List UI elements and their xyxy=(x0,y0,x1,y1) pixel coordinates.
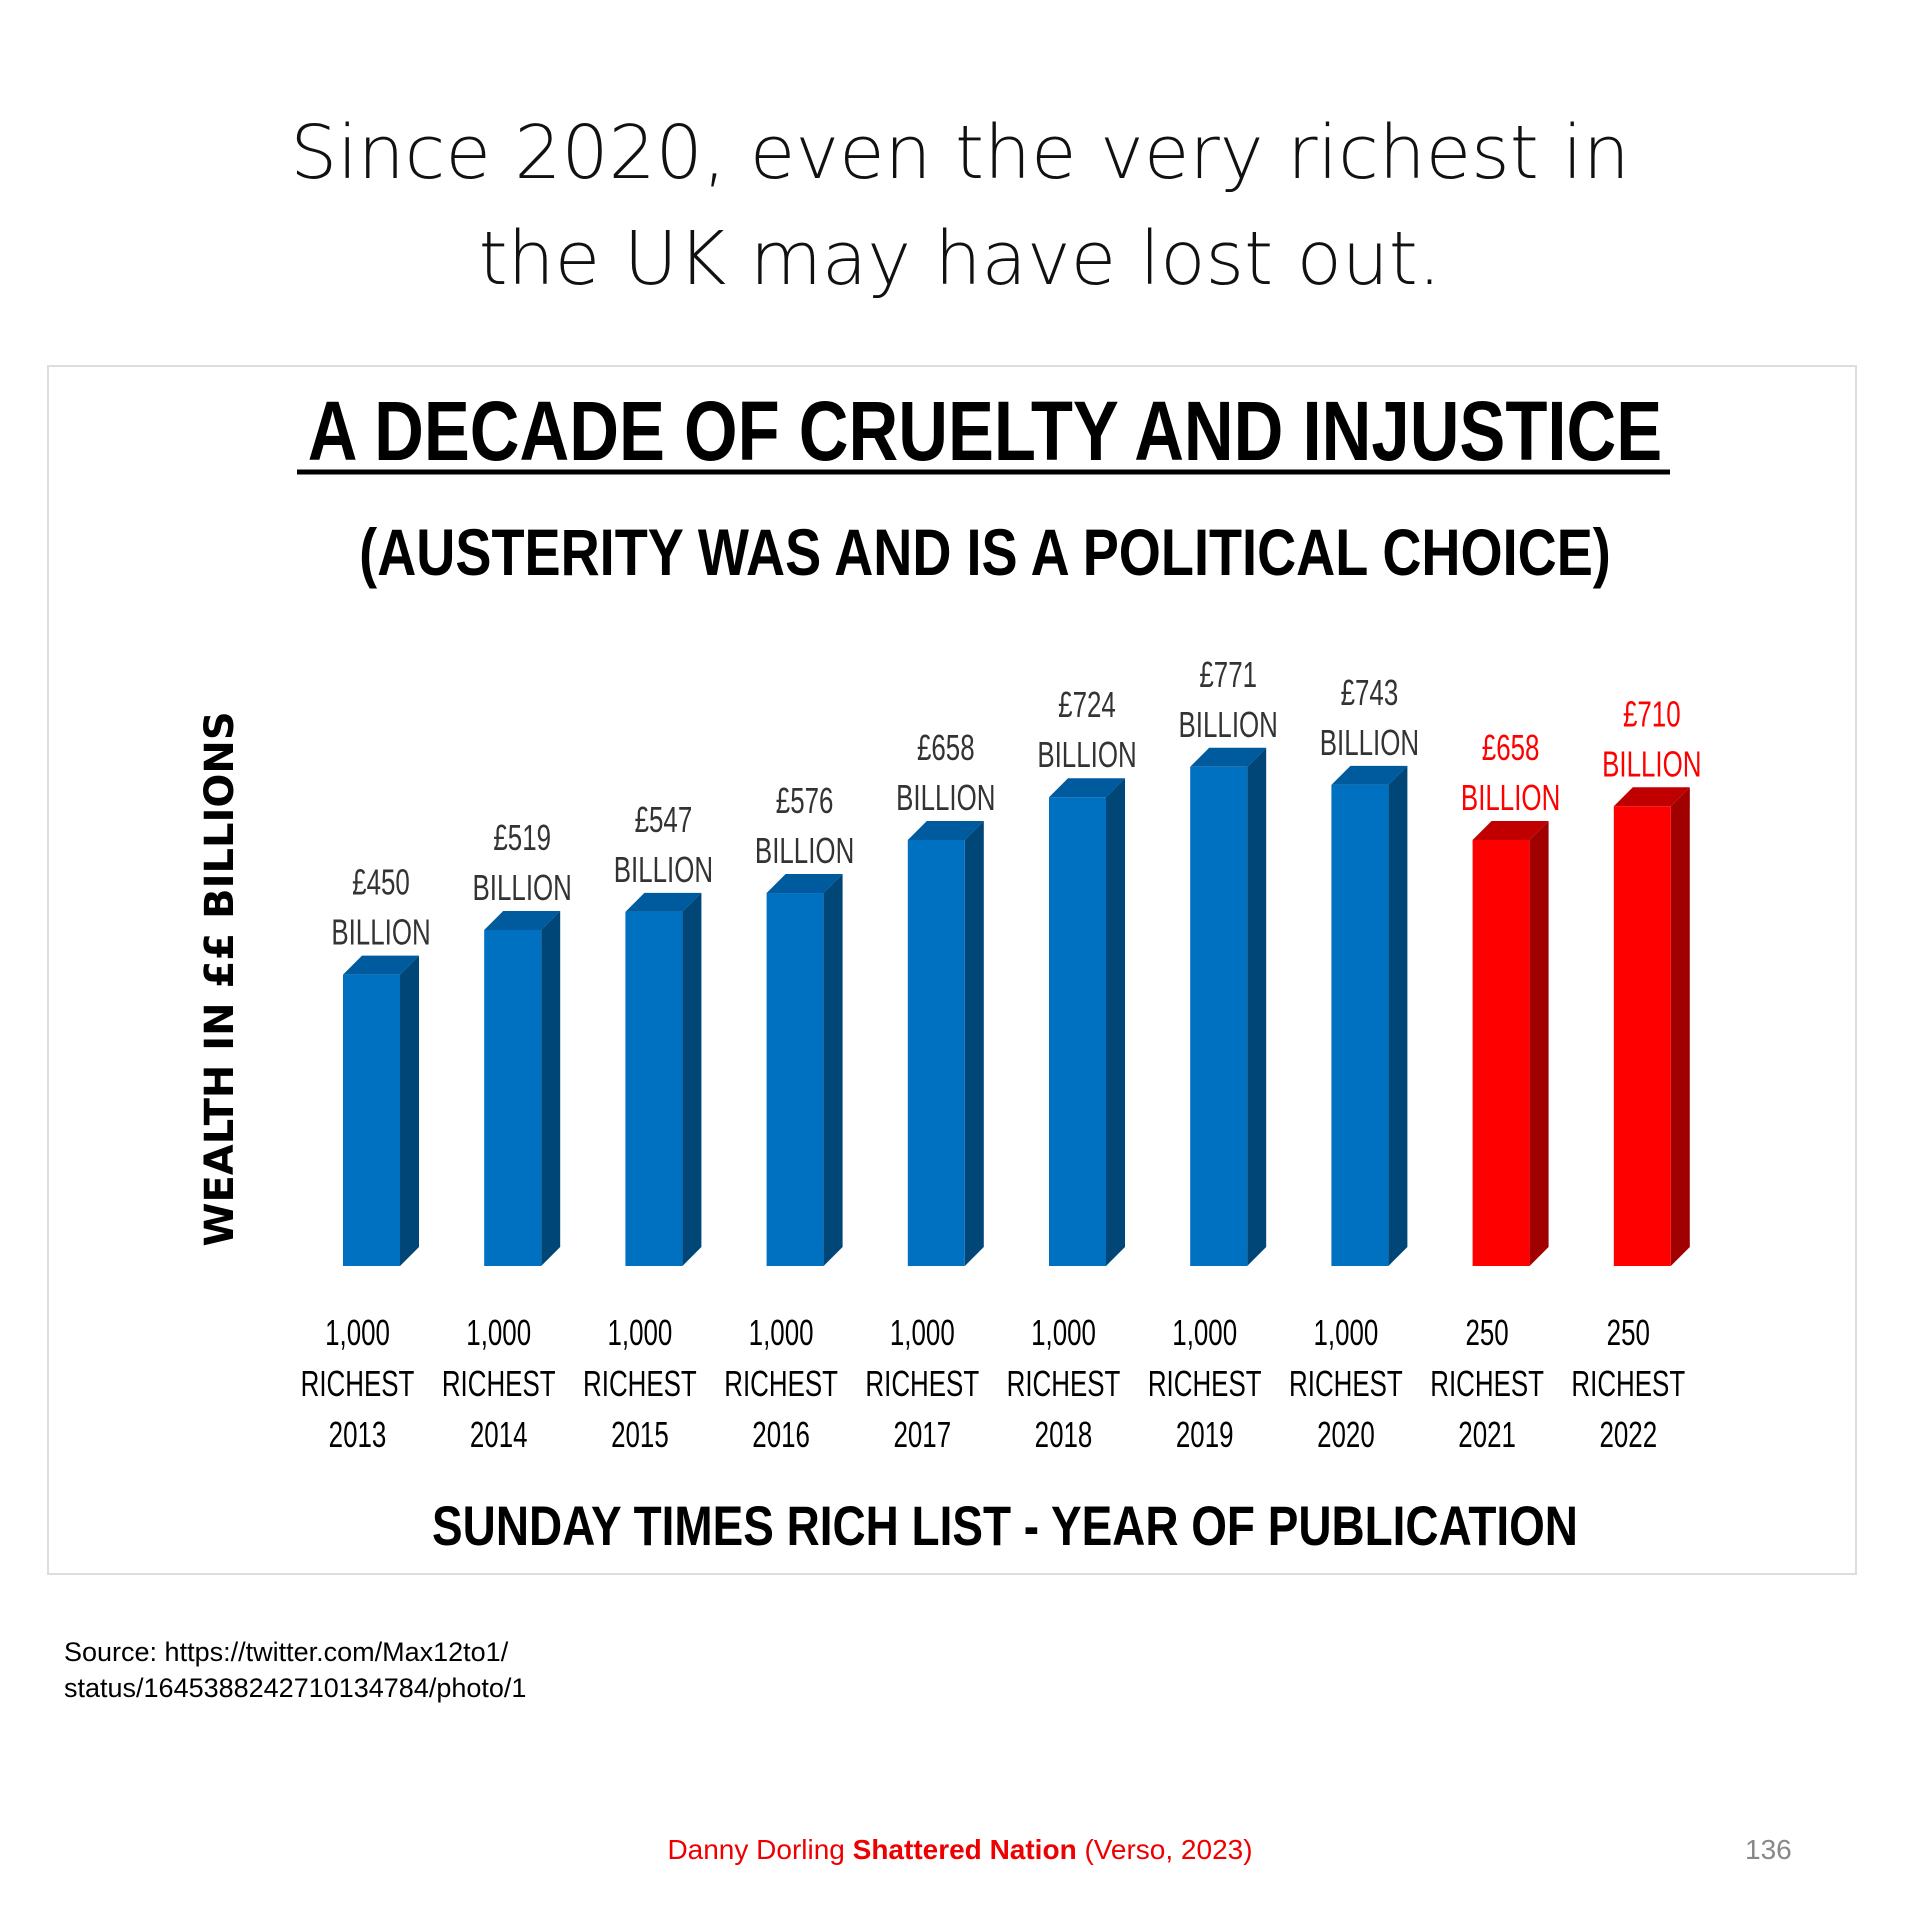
x-tick-label: 1,000 xyxy=(466,1313,531,1353)
bar-value-unit: BILLION xyxy=(473,868,572,908)
bar-value-label: £658 xyxy=(1482,728,1540,768)
source-citation: Source: https://twitter.com/Max12to1/ st… xyxy=(64,1634,526,1706)
bar xyxy=(1331,784,1389,1266)
x-tick-label: 2021 xyxy=(1458,1415,1516,1455)
x-tick-label: 2015 xyxy=(611,1415,669,1455)
footer-author: Danny Dorling xyxy=(667,1834,853,1865)
x-tick-label: 1,000 xyxy=(749,1313,814,1353)
bar-value-label: £724 xyxy=(1058,685,1116,725)
chart-image-frame xyxy=(47,365,1857,1575)
bar-value-label: £450 xyxy=(352,862,410,902)
bar-top-face xyxy=(343,955,419,975)
bar-top-face xyxy=(1049,778,1125,798)
bar-side-face xyxy=(1388,765,1408,1266)
x-tick-label: 2018 xyxy=(1035,1415,1093,1455)
x-tick-label: 1,000 xyxy=(325,1313,390,1353)
bar xyxy=(1190,766,1248,1266)
bar-value-unit: BILLION xyxy=(1037,735,1136,775)
bar-top-face xyxy=(1613,787,1690,807)
x-tick-label: RICHEST xyxy=(865,1364,979,1404)
x-tick-label: RICHEST xyxy=(1289,1364,1403,1404)
bar xyxy=(1472,839,1530,1266)
x-tick-label: 250 xyxy=(1607,1313,1650,1353)
footer-publisher: (Verso, 2023) xyxy=(1076,1834,1253,1865)
x-tick-label: 1,000 xyxy=(1172,1313,1237,1353)
bar xyxy=(625,911,683,1266)
x-axis-label: SUNDAY TIMES RICH LIST - YEAR OF PUBLICA… xyxy=(432,1495,1578,1557)
bar-value-unit: BILLION xyxy=(755,831,854,871)
bar-value-unit: BILLION xyxy=(1179,705,1278,745)
bar-value-unit: BILLION xyxy=(331,912,430,952)
x-tick-label: 2020 xyxy=(1317,1415,1375,1455)
footer-citation: Danny Dorling Shattered Nation (Verso, 2… xyxy=(0,1834,1920,1866)
bar xyxy=(343,974,400,1266)
x-tick-label: RICHEST xyxy=(301,1364,415,1404)
chart-title: A DECADE OF CRUELTY AND INJUSTICE xyxy=(308,385,1662,479)
x-tick-label: RICHEST xyxy=(1571,1364,1685,1404)
chart-subtitle: (AUSTERITY WAS AND IS A POLITICAL CHOICE… xyxy=(359,515,1611,589)
bar-value-label: £710 xyxy=(1623,694,1681,734)
bar-top-face xyxy=(484,910,561,930)
x-tick-label: 2013 xyxy=(329,1415,387,1455)
bar-side-face xyxy=(1529,820,1549,1266)
bar-value-unit: BILLION xyxy=(1461,778,1560,818)
x-tick-label: RICHEST xyxy=(724,1364,838,1404)
x-tick-label: 2014 xyxy=(470,1415,528,1455)
bar-side-face xyxy=(1247,747,1267,1266)
bar-value-unit: BILLION xyxy=(896,778,995,818)
bar-value-label: £519 xyxy=(493,818,551,858)
y-axis-label: WEALTH IN ££ BILLIONS xyxy=(197,711,243,1246)
slide-title-line2: the UK may have lost out. xyxy=(478,216,1442,302)
x-tick-label: 1,000 xyxy=(890,1313,955,1353)
x-tick-label: 1,000 xyxy=(607,1313,672,1353)
bar-value-unit: BILLION xyxy=(1320,723,1419,763)
bar-value-label: £771 xyxy=(1199,655,1257,695)
x-tick-label: 1,000 xyxy=(1313,1313,1378,1353)
x-tick-label: RICHEST xyxy=(1148,1364,1262,1404)
bar xyxy=(1613,806,1671,1266)
bar-side-face xyxy=(1670,787,1690,1266)
x-tick-label: 250 xyxy=(1465,1313,1508,1353)
bar-side-face xyxy=(682,892,702,1266)
x-tick-label: RICHEST xyxy=(1007,1364,1121,1404)
bar-top-face xyxy=(1472,820,1549,840)
bar-side-face xyxy=(400,955,419,1266)
x-tick-label: RICHEST xyxy=(442,1364,556,1404)
bar-top-face xyxy=(1331,765,1408,785)
bar-value-unit: BILLION xyxy=(614,850,713,890)
slide-title-line1: Since 2020, even the very richest in xyxy=(290,110,1630,196)
bar-top-face xyxy=(1190,747,1267,767)
bar-value-label: £547 xyxy=(635,800,693,840)
bar-value-label: £576 xyxy=(776,781,834,821)
bar-top-face xyxy=(766,874,843,894)
bar xyxy=(766,893,824,1266)
slide-title: Since 2020, even the very richest in the… xyxy=(0,100,1920,312)
source-line1: Source: https://twitter.com/Max12to1/ xyxy=(64,1637,509,1667)
bar-top-face xyxy=(625,892,702,912)
bar-top-face xyxy=(907,820,984,840)
bar xyxy=(1049,797,1106,1266)
x-tick-label: RICHEST xyxy=(1430,1364,1544,1404)
x-tick-label: 2016 xyxy=(752,1415,810,1455)
x-tick-label: 2017 xyxy=(893,1415,951,1455)
bar-side-face xyxy=(964,820,984,1266)
bar xyxy=(907,839,965,1266)
bar-side-face xyxy=(541,910,561,1266)
page-number: 136 xyxy=(1745,1834,1792,1865)
source-line2: status/1645388242710134784/photo/1 xyxy=(64,1673,527,1703)
footer-book-title: Shattered Nation xyxy=(852,1834,1077,1865)
bar-side-face xyxy=(823,874,843,1266)
x-tick-label: 2019 xyxy=(1176,1415,1234,1455)
bar-side-face xyxy=(1106,778,1125,1266)
x-tick-label: 2022 xyxy=(1599,1415,1657,1455)
x-tick-label: RICHEST xyxy=(583,1364,697,1404)
bar-value-label: £658 xyxy=(917,728,975,768)
x-tick-label: 1,000 xyxy=(1031,1313,1096,1353)
bar xyxy=(484,929,542,1266)
bar-value-label: £743 xyxy=(1341,673,1399,713)
bar-value-unit: BILLION xyxy=(1602,744,1701,784)
